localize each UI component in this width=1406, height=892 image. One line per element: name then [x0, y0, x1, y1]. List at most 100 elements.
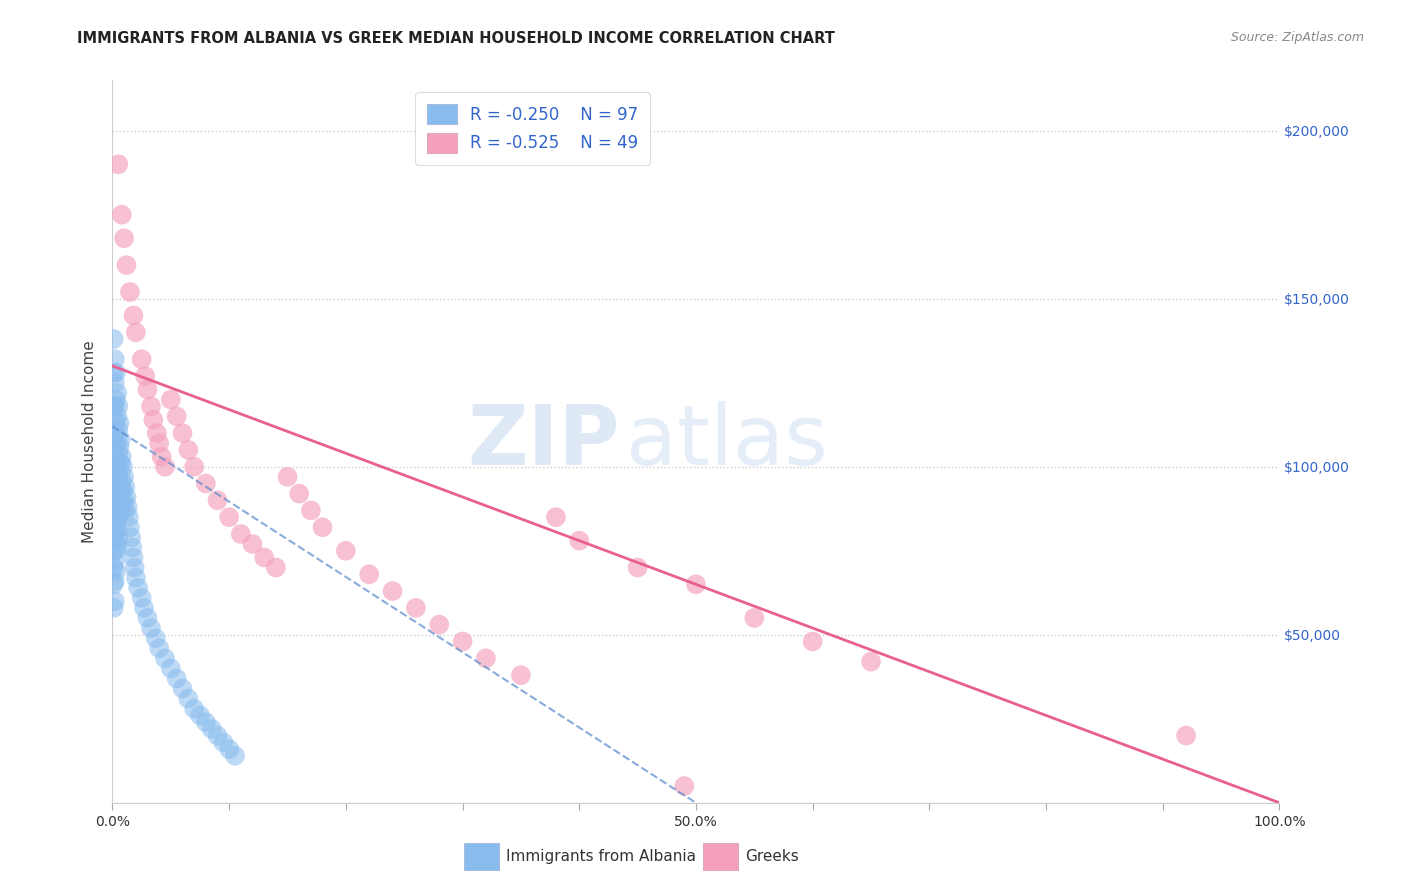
Point [627, 560, 650, 574]
Point [104, 376, 127, 390]
Point [115, 490, 138, 504]
Point [801, 634, 824, 648]
Point [105, 409, 128, 424]
Point [107, 446, 129, 460]
Point [311, 520, 333, 534]
Point [104, 524, 127, 538]
Point [112, 231, 135, 245]
Point [212, 735, 235, 749]
Point [451, 634, 474, 648]
Point [107, 399, 129, 413]
Text: IMMIGRANTS FROM ALBANIA VS GREEK MEDIAN HOUSEHOLD INCOME CORRELATION CHART: IMMIGRANTS FROM ALBANIA VS GREEK MEDIAN … [77, 31, 835, 46]
Point [105, 385, 128, 400]
Point [103, 600, 125, 615]
Point [127, 581, 149, 595]
Point [145, 631, 167, 645]
Point [139, 621, 162, 635]
Point [146, 426, 169, 441]
Point [111, 450, 134, 464]
Point [218, 742, 240, 756]
Point [105, 480, 128, 494]
Point [110, 456, 132, 470]
Point [104, 533, 127, 548]
Point [125, 326, 148, 340]
Point [104, 473, 127, 487]
Point [107, 530, 129, 544]
Point [111, 473, 134, 487]
Point [172, 681, 194, 696]
Point [105, 456, 128, 470]
Point [194, 715, 217, 730]
Point [110, 480, 132, 494]
Point [103, 433, 125, 447]
Point [183, 702, 205, 716]
Point [104, 574, 127, 588]
Point [104, 392, 127, 407]
Point [103, 476, 125, 491]
Text: Immigrants from Albania: Immigrants from Albania [506, 849, 696, 863]
Point [121, 541, 143, 555]
Text: ZIP: ZIP [468, 401, 620, 482]
Point [104, 564, 127, 578]
Point [153, 459, 176, 474]
Point [201, 722, 224, 736]
Point [104, 554, 127, 568]
Point [105, 541, 128, 555]
Point [150, 450, 173, 464]
Point [122, 309, 145, 323]
Point [104, 514, 127, 528]
Point [142, 413, 165, 427]
Point [118, 510, 141, 524]
Point [288, 486, 311, 500]
Point [134, 369, 156, 384]
Point [112, 493, 135, 508]
Point [207, 493, 229, 508]
Point [103, 332, 125, 346]
Point [427, 617, 450, 632]
Point [104, 503, 127, 517]
Point [253, 550, 276, 565]
Point [177, 691, 200, 706]
Point [122, 550, 145, 565]
Point [136, 383, 159, 397]
Point [103, 493, 125, 508]
Point [104, 543, 127, 558]
Point [120, 530, 142, 544]
Point [264, 560, 287, 574]
Point [107, 490, 129, 504]
Point [111, 497, 134, 511]
Point [103, 459, 125, 474]
Point [104, 399, 127, 413]
Point [359, 567, 381, 582]
Point [207, 729, 229, 743]
Point [103, 543, 125, 558]
Point [104, 426, 127, 441]
Point [112, 470, 135, 484]
Point [118, 520, 141, 534]
Point [860, 655, 883, 669]
Point [172, 426, 194, 441]
Point [136, 611, 159, 625]
Point [335, 543, 357, 558]
Point [103, 510, 125, 524]
Point [685, 577, 707, 591]
Point [139, 399, 162, 413]
Point [117, 500, 139, 514]
Point [132, 600, 155, 615]
Point [166, 409, 188, 424]
Point [107, 157, 129, 171]
Point [103, 527, 125, 541]
Point [125, 571, 148, 585]
Point [568, 533, 591, 548]
Text: Greeks: Greeks [745, 849, 799, 863]
Point [218, 510, 240, 524]
Point [242, 537, 264, 551]
Point [153, 651, 176, 665]
Point [544, 510, 567, 524]
Point [108, 507, 131, 521]
Point [194, 476, 217, 491]
Point [104, 463, 127, 477]
Point [177, 442, 200, 457]
Point [104, 352, 127, 367]
Point [131, 591, 153, 605]
